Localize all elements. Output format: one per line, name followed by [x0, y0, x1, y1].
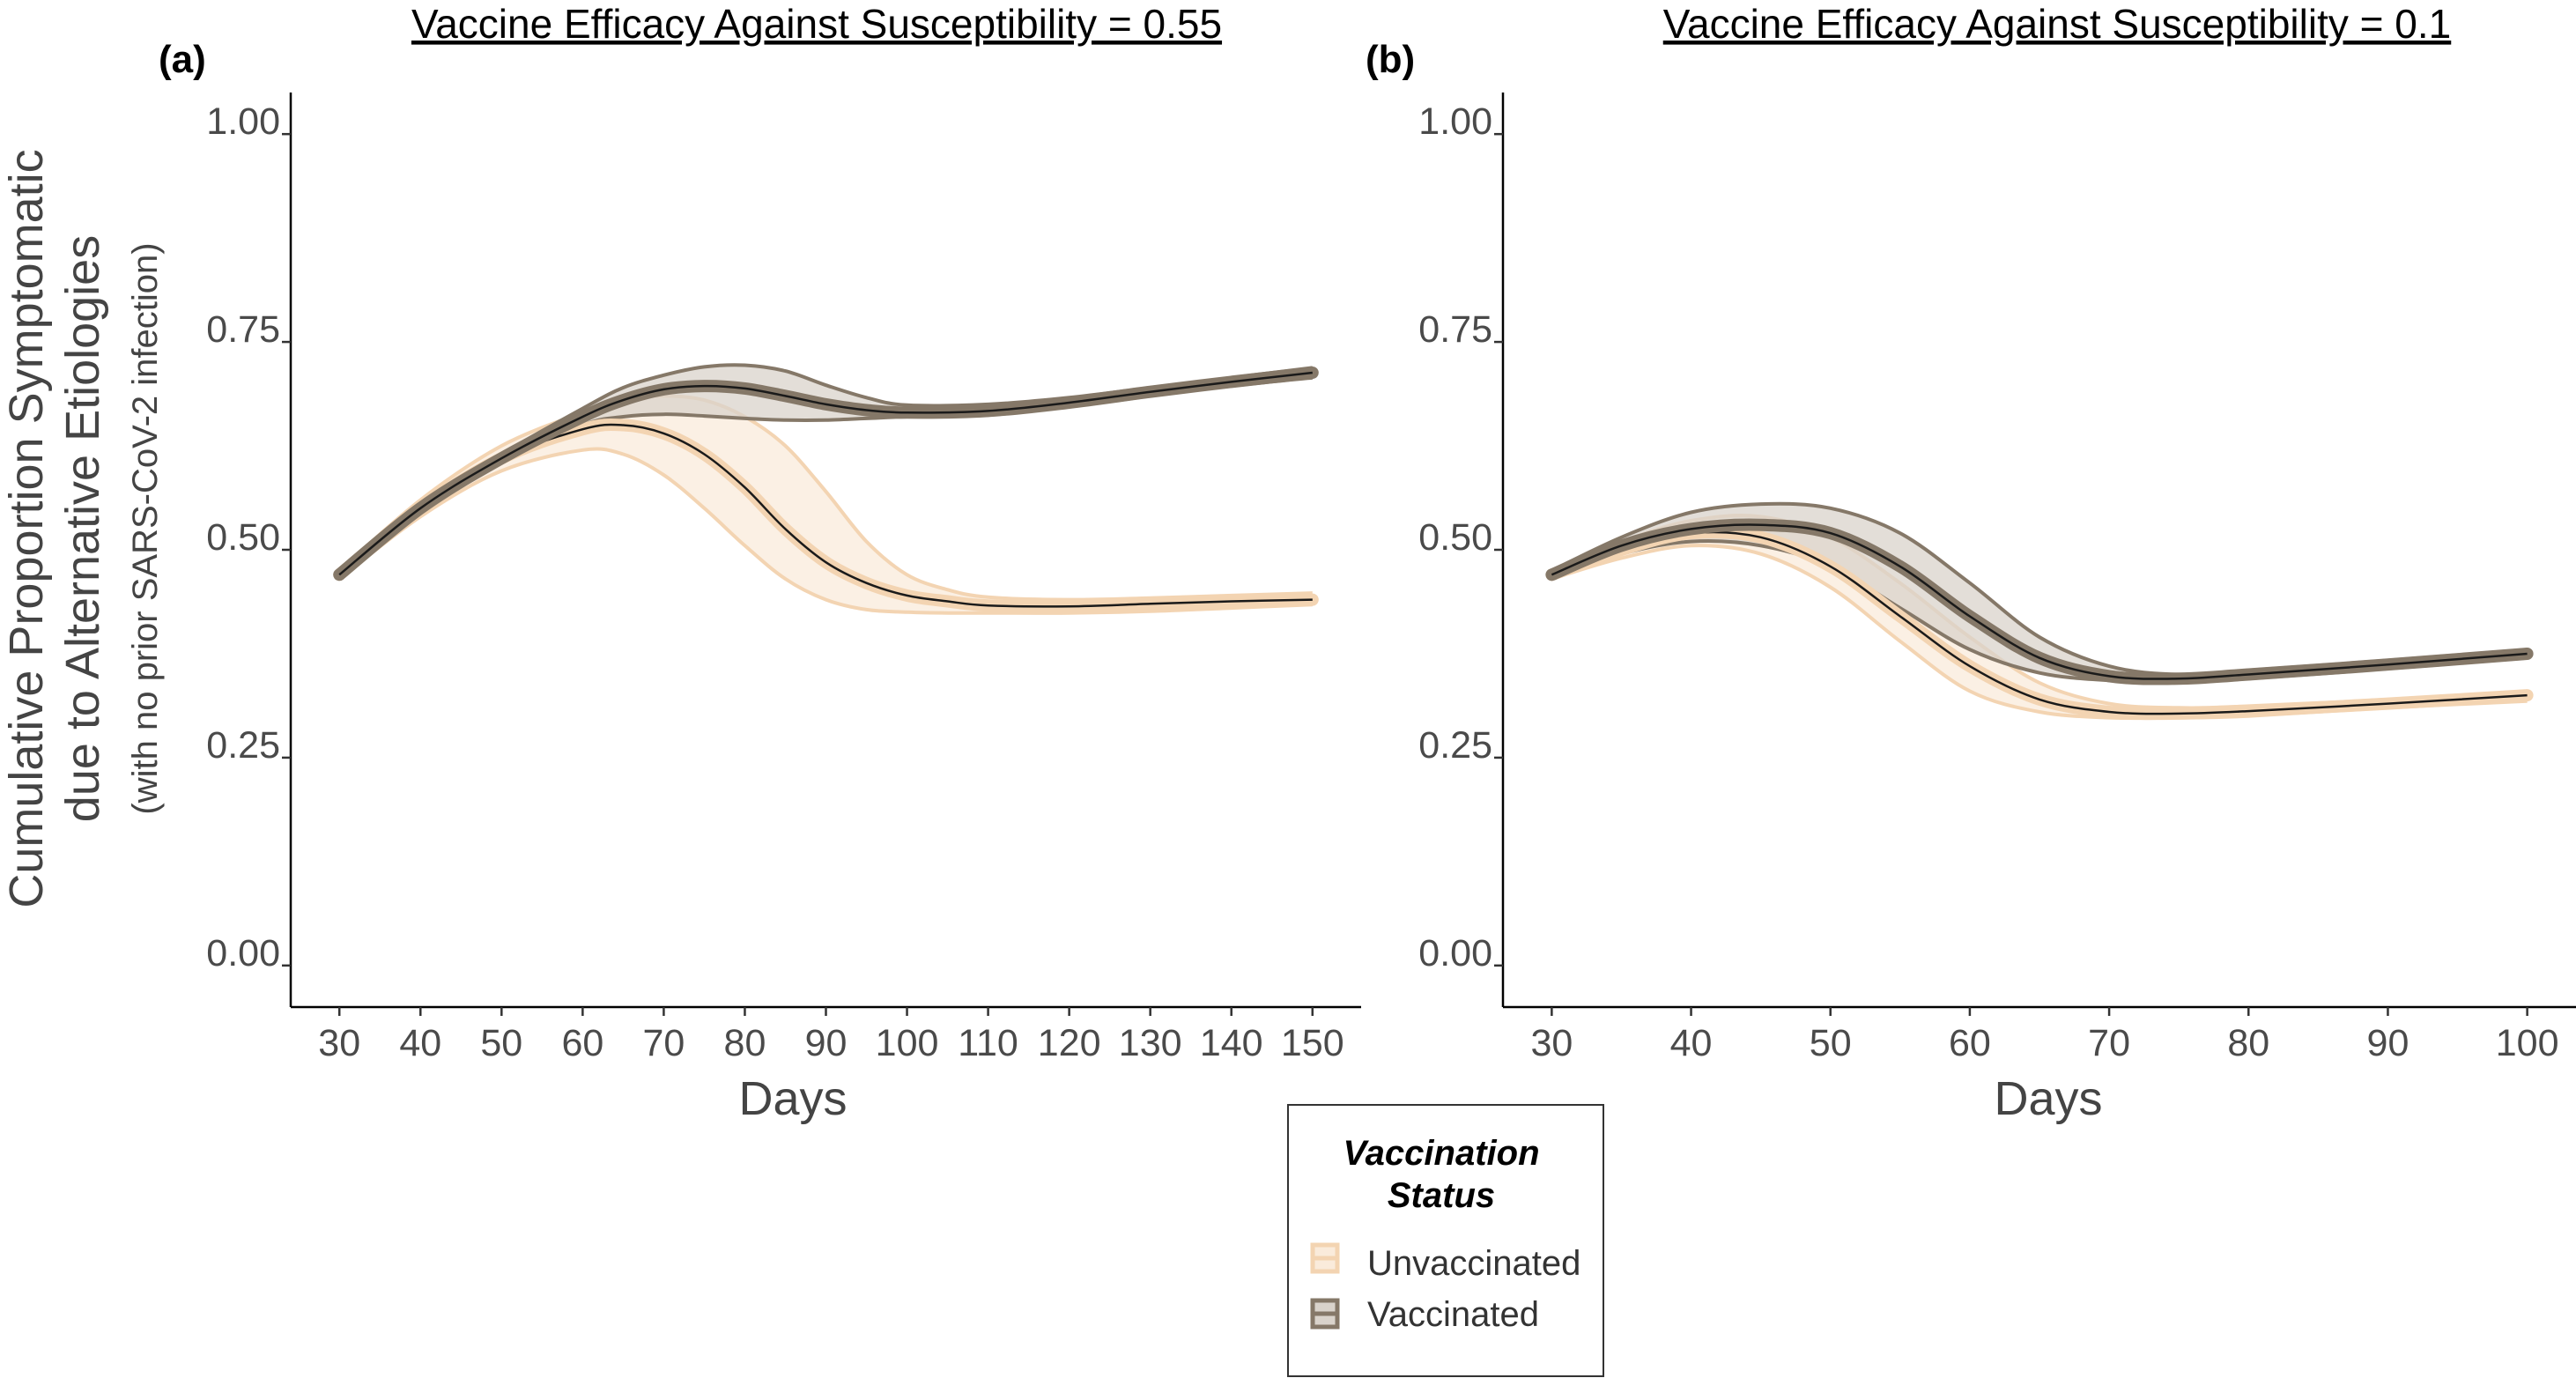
- y-axis-title-line1: Cumulative Proportion Symptomatic: [0, 149, 53, 908]
- panel-a-x-tick-label: 110: [958, 1022, 1018, 1064]
- legend-title-line1: Vaccination: [1343, 1134, 1539, 1173]
- panel-a-x-tick-label: 80: [724, 1022, 766, 1064]
- panel-a-line-vaccinated: [338, 371, 1313, 576]
- panel-a-band-unvaccinated: [339, 396, 1313, 613]
- y-axis-title: Cumulative Proportion Symptomatic due to…: [0, 149, 165, 908]
- panel-b-x-tick-label: 80: [2227, 1022, 2269, 1064]
- panel-b-x-tick-label: 40: [1670, 1022, 1713, 1064]
- panel-b-x-tick-label: 100: [2496, 1022, 2559, 1064]
- panel-a-y-tick-label: 0.00: [206, 932, 280, 974]
- legend-title-line2: Status: [1388, 1176, 1495, 1215]
- panel-b-y-tick-label: 0.50: [1418, 516, 1492, 559]
- panel-a-title: Vaccine Efficacy Against Susceptibility …: [411, 1, 1222, 47]
- panel-b-x-tick-label: 60: [1949, 1022, 1991, 1064]
- panel-a-x-tick-label: 100: [876, 1022, 939, 1064]
- panel-b-y-tick-label: 1.00: [1418, 100, 1492, 143]
- panel-a-x-tick-label: 70: [642, 1022, 685, 1064]
- panel-a-plot: 0.00 0.25 0.50 0.75 1.00 30 40 50 60 70 80 90 100 110…: [206, 93, 1361, 1064]
- panel-a-upper-unvaccinated: [337, 394, 1313, 602]
- panel-a-x-tick-label: 150: [1281, 1022, 1344, 1064]
- panel-a-y-tick-label: 1.00: [206, 100, 280, 143]
- panel-b-x-tick-label: 30: [1530, 1022, 1573, 1064]
- panel-a-tag: (a): [159, 38, 206, 81]
- panel-a-x-tick-label: 40: [399, 1022, 441, 1064]
- panel-a: (a) Vaccine Efficacy Against Susceptibil…: [159, 1, 1361, 1125]
- legend-item-vaccinated: Vaccinated: [1310, 1295, 1539, 1334]
- panel-b-y-tick-label: 0.00: [1418, 932, 1492, 974]
- y-axis-title-line2: due to Alternative Etiologies: [56, 235, 109, 822]
- panel-b-y-tick-label: 0.75: [1418, 308, 1492, 351]
- panel-a-y-tick-label: 0.75: [206, 308, 280, 351]
- legend-frame: [1287, 1104, 1604, 1377]
- panel-b: (b) Vaccine Efficacy Against Susceptibil…: [1366, 1, 2576, 1125]
- panel-b-x-tick-label: 70: [2088, 1022, 2130, 1064]
- legend: Vaccination Status Unvaccinated Vaccinat…: [1287, 1104, 1604, 1377]
- panel-a-x-tick-label: 60: [561, 1022, 603, 1064]
- panel-a-y-tick-label: 0.50: [206, 516, 280, 559]
- panel-a-x-tick-label: 140: [1200, 1022, 1263, 1064]
- panel-b-tag: (b): [1366, 38, 1415, 81]
- panel-a-lower-unvaccinated: [337, 447, 1313, 615]
- panel-b-y-tick-label: 0.25: [1418, 724, 1492, 767]
- y-axis-title-line3: (with no prior SARS-CoV-2 infection): [126, 242, 165, 814]
- panel-b-plot: 0.00 0.25 0.50 0.75 1.00 30 40 50 60 70 80 90 100: [1418, 93, 2576, 1064]
- panel-a-x-tick-label: 120: [1038, 1022, 1101, 1064]
- panel-a-x-tick-label: 90: [805, 1022, 848, 1064]
- panel-a-x-axis-title: Days: [738, 1072, 847, 1125]
- legend-label-vaccinated: Vaccinated: [1367, 1295, 1539, 1334]
- panel-b-line-vaccinated: [1551, 523, 2528, 680]
- legend-label-unvaccinated: Unvaccinated: [1367, 1244, 1580, 1283]
- panel-b-x-axis-title: Days: [1994, 1072, 2102, 1125]
- panel-a-x-tick-label: 50: [480, 1022, 522, 1064]
- panel-a-x-tick-label: 30: [318, 1022, 360, 1064]
- panel-b-title: Vaccine Efficacy Against Susceptibility …: [1663, 1, 2452, 47]
- panel-a-y-tick-label: 0.25: [206, 724, 280, 767]
- panel-b-x-tick-label: 50: [1810, 1022, 1852, 1064]
- legend-item-unvaccinated: Unvaccinated: [1310, 1242, 1580, 1283]
- panel-a-x-tick-label: 130: [1119, 1022, 1182, 1064]
- panel-b-x-tick-label: 90: [2367, 1022, 2409, 1064]
